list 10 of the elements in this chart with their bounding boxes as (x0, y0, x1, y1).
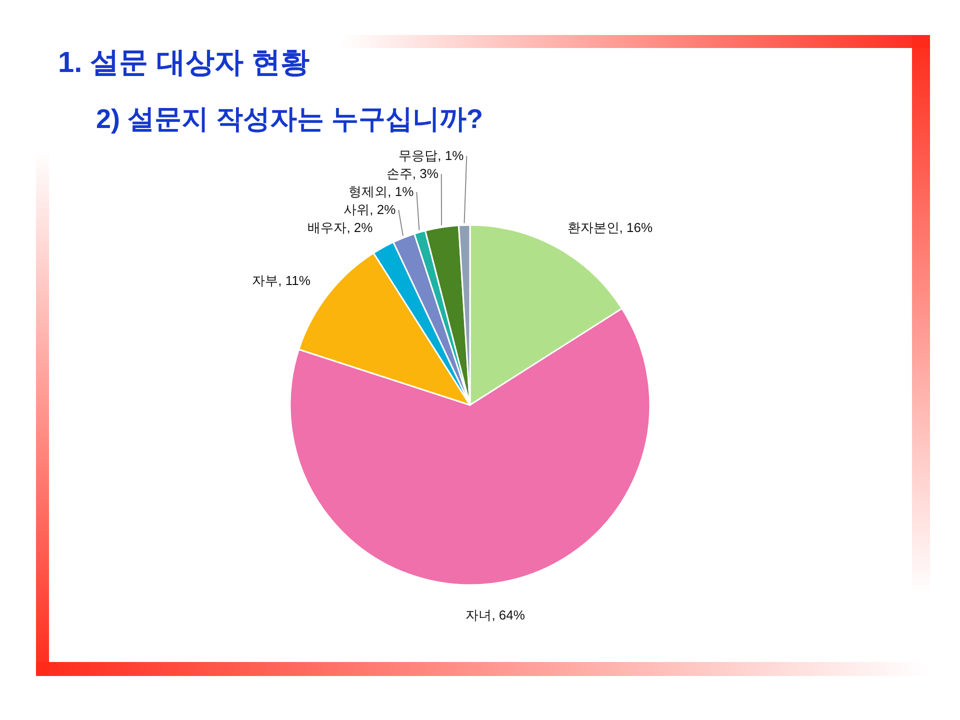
data-label: 자부, 11% (252, 273, 310, 288)
data-label: 형제외, 1% (348, 184, 414, 199)
data-label: 배우자, 2% (308, 220, 373, 235)
data-label: 손주, 3% (386, 166, 438, 181)
title: 1. 설문 대상자 현황 (58, 47, 310, 79)
data-label: 자녀, 64% (466, 607, 525, 622)
data-label: 사위, 2% (344, 202, 396, 217)
data-label: 무응답, 1% (398, 148, 464, 163)
data-label: 환자본인, 16% (567, 220, 653, 235)
subtitle: 2) 설문지 작성자는 누구십니까? (96, 104, 484, 134)
